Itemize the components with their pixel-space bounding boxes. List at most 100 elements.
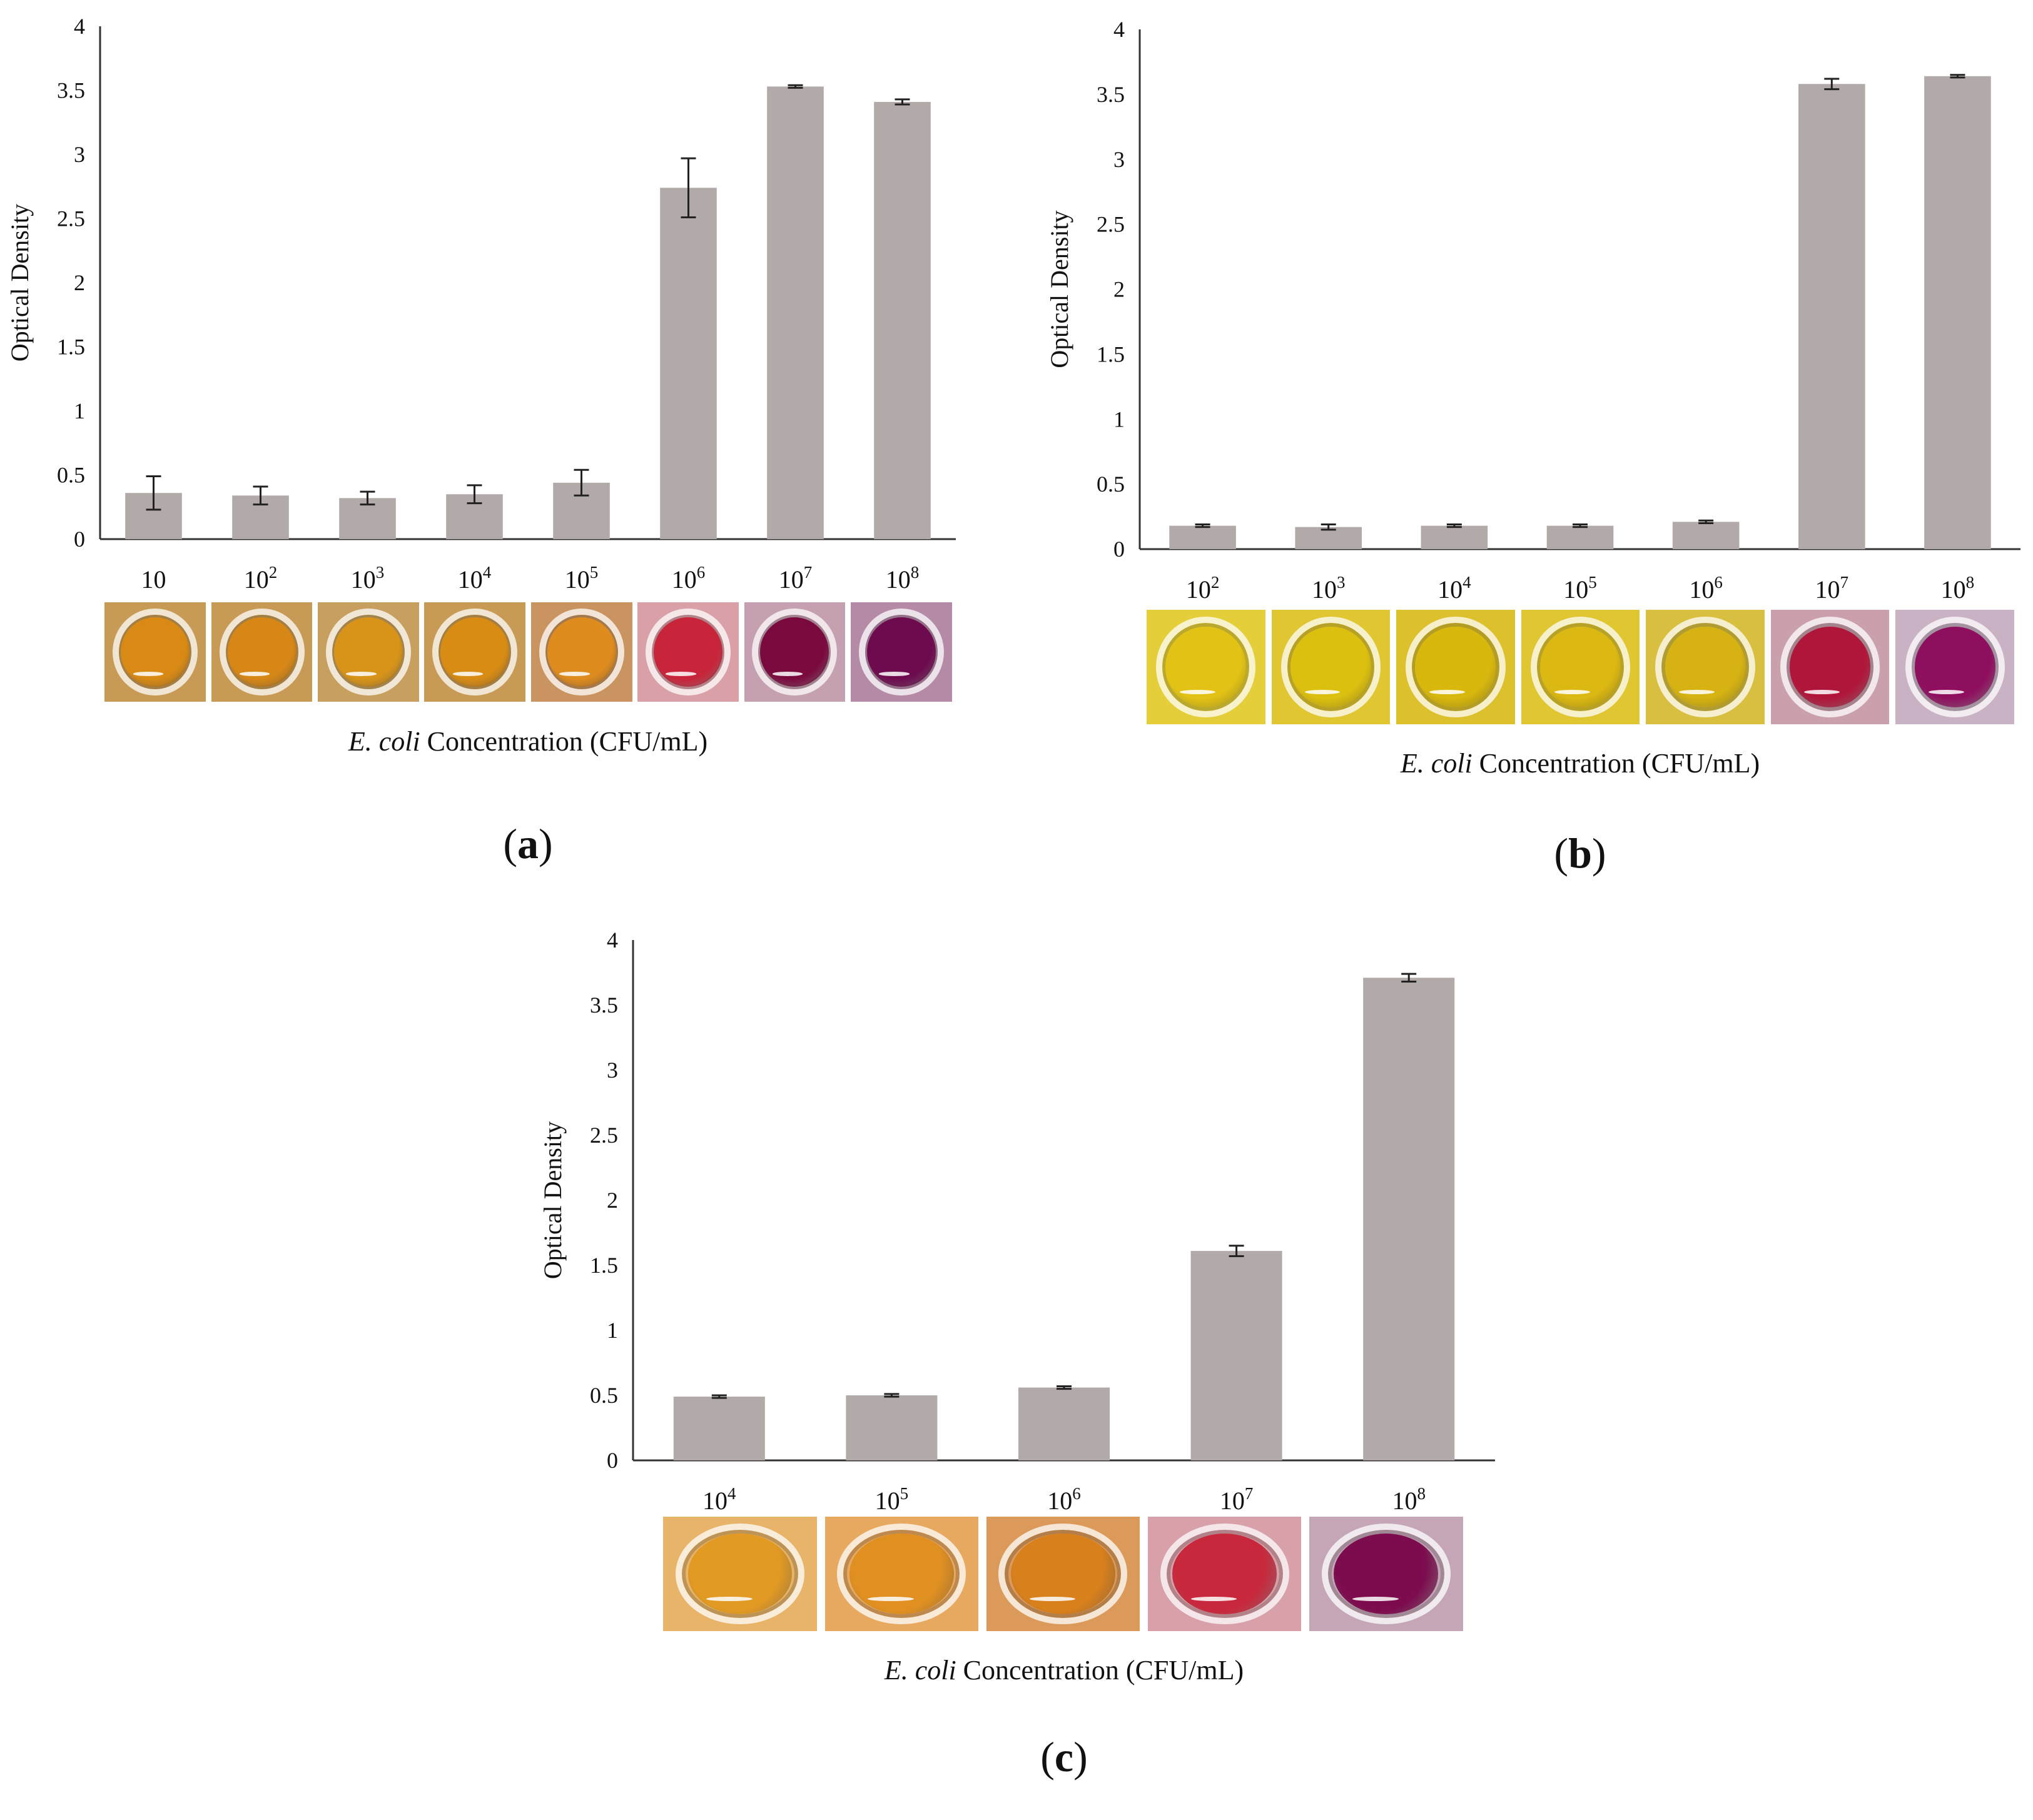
y-tick-label-a-6: 3 bbox=[74, 142, 85, 167]
x-tick-label-a-1: 102 bbox=[244, 563, 278, 594]
x-tick-label-a-2: 103 bbox=[351, 563, 385, 594]
bar-c-3 bbox=[1190, 1251, 1282, 1460]
x-tick-label-c-4: 108 bbox=[1392, 1484, 1426, 1515]
error-bar-a-2 bbox=[360, 490, 375, 506]
x-axis-label-a: E. coli Concentration (CFU/mL) bbox=[348, 726, 708, 757]
well-image-a-4 bbox=[530, 602, 632, 702]
y-tick-label-a-0: 0 bbox=[74, 527, 85, 552]
chart-svg-c: 0 0.5 1 1.5 2 2.5 3 3.5 4 Optical Density 104 105 10… bbox=[539, 928, 1495, 1515]
error-bar-c-2 bbox=[1057, 1385, 1072, 1390]
y-tick-label-c-4: 2 bbox=[607, 1188, 618, 1213]
x-tick-label-a-5: 106 bbox=[672, 563, 706, 594]
bar-b-5 bbox=[1798, 84, 1865, 549]
panel-label-a: (a) bbox=[503, 820, 553, 867]
y-tick-label-b-2: 1 bbox=[1113, 407, 1125, 432]
error-bar-b-6 bbox=[1950, 74, 1965, 79]
error-bar-a-7 bbox=[895, 98, 910, 106]
bar-c-2 bbox=[1018, 1387, 1110, 1460]
y-tick-label-b-5: 2.5 bbox=[1097, 212, 1125, 237]
y-tick-label-c-8: 4 bbox=[607, 928, 618, 953]
y-tick-label-a-7: 3.5 bbox=[57, 78, 85, 103]
error-bar-a-6 bbox=[788, 84, 803, 89]
y-axis-label-c: Optical Density bbox=[539, 1121, 567, 1279]
well-image-b-4 bbox=[1646, 610, 1765, 724]
bar-b-4 bbox=[1672, 522, 1740, 549]
x-tick-label-c-1: 105 bbox=[875, 1484, 909, 1515]
x-tick-label-a-4: 105 bbox=[565, 563, 599, 594]
panel-label-c: (c) bbox=[1040, 1733, 1088, 1781]
error-bar-a-4 bbox=[574, 468, 589, 497]
chart-panel-c: 0 0.5 1 1.5 2 2.5 3 3.5 4 Optical Density 104 105 10… bbox=[0, 907, 2033, 1820]
error-bar-c-0 bbox=[711, 1394, 727, 1399]
well-image-a-0 bbox=[104, 602, 206, 702]
x-tick-label-c-0: 104 bbox=[702, 1484, 736, 1515]
x-axis-label-c: E. coli Concentration (CFU/mL) bbox=[884, 1655, 1244, 1686]
bar-a-5 bbox=[660, 188, 717, 539]
error-bar-b-4 bbox=[1698, 519, 1714, 524]
well-image-b-1 bbox=[1271, 610, 1391, 724]
error-bar-b-0 bbox=[1195, 523, 1210, 528]
well-image-b-3 bbox=[1521, 610, 1640, 724]
error-bar-a-0 bbox=[146, 475, 161, 511]
error-bar-c-3 bbox=[1229, 1245, 1244, 1257]
well-image-a-1 bbox=[211, 602, 313, 702]
y-tick-label-c-2: 1 bbox=[607, 1318, 618, 1343]
y-tick-label-b-0: 0 bbox=[1113, 537, 1125, 562]
well-images-b bbox=[1143, 610, 2017, 724]
x-tick-label-b-3: 105 bbox=[1563, 573, 1597, 604]
y-tick-label-b-1: 0.5 bbox=[1097, 472, 1125, 497]
y-tick-label-a-2: 1 bbox=[74, 398, 85, 423]
well-image-b-6 bbox=[1895, 610, 2014, 724]
error-bar-b-5 bbox=[1824, 78, 1840, 91]
y-tick-label-b-3: 1.5 bbox=[1097, 341, 1125, 367]
y-tick-label-a-8: 4 bbox=[74, 14, 85, 39]
x-axis-label-b: E. coli Concentration (CFU/mL) bbox=[1400, 748, 1760, 779]
bar-c-1 bbox=[846, 1395, 938, 1460]
x-tick-label-a-3: 104 bbox=[458, 563, 492, 594]
well-image-a-3 bbox=[424, 602, 526, 702]
chart-panel-b: 0 0.5 1 1.5 2 2.5 3 3.5 4 Optical Density 102 103 10… bbox=[1032, 0, 2033, 888]
x-tick-label-c-3: 107 bbox=[1220, 1484, 1254, 1515]
x-tick-label-a-7: 108 bbox=[886, 563, 920, 594]
well-image-c-0 bbox=[663, 1517, 817, 1631]
well-image-c-1 bbox=[824, 1517, 978, 1631]
bar-b-0 bbox=[1169, 525, 1236, 549]
bar-b-2 bbox=[1421, 525, 1488, 549]
y-tick-label-c-5: 2.5 bbox=[590, 1123, 618, 1148]
bar-b-3 bbox=[1546, 525, 1614, 549]
y-tick-label-a-4: 2 bbox=[74, 270, 85, 295]
error-bar-b-3 bbox=[1573, 523, 1588, 528]
y-tick-label-a-1: 0.5 bbox=[57, 463, 85, 488]
bar-b-6 bbox=[1924, 76, 1991, 550]
well-image-a-2 bbox=[318, 602, 419, 702]
bar-a-7 bbox=[874, 101, 931, 539]
error-bar-b-1 bbox=[1321, 523, 1336, 531]
x-tick-label-c-2: 106 bbox=[1047, 1484, 1081, 1515]
y-axis-label-a: Optical Density bbox=[6, 204, 34, 361]
x-tick-label-b-6: 108 bbox=[1941, 573, 1975, 604]
y-tick-label-b-6: 3 bbox=[1113, 147, 1125, 172]
well-image-b-2 bbox=[1396, 610, 1515, 724]
well-images-a bbox=[102, 602, 955, 702]
x-tick-label-b-5: 107 bbox=[1815, 573, 1849, 604]
chart-panel-a: 0 0.5 1 1.5 2 2.5 3 3.5 4 Optical Density 10 102 103… bbox=[0, 0, 1001, 888]
x-tick-label-a-0: 10 bbox=[141, 565, 166, 594]
well-image-b-0 bbox=[1146, 610, 1265, 724]
y-tick-label-c-3: 1.5 bbox=[590, 1253, 618, 1278]
well-image-c-2 bbox=[986, 1517, 1140, 1631]
well-images-c bbox=[659, 1517, 1467, 1631]
y-tick-label-b-8: 4 bbox=[1113, 17, 1125, 42]
y-tick-label-a-5: 2.5 bbox=[57, 206, 85, 231]
y-tick-label-a-3: 1.5 bbox=[57, 335, 85, 360]
chart-svg-b: 0 0.5 1 1.5 2 2.5 3 3.5 4 Optical Density 102 103 10… bbox=[1045, 17, 2020, 604]
well-image-c-3 bbox=[1148, 1517, 1302, 1631]
well-image-c-4 bbox=[1309, 1517, 1463, 1631]
x-tick-label-b-1: 103 bbox=[1312, 573, 1346, 604]
error-bar-b-2 bbox=[1446, 523, 1462, 528]
x-tick-label-b-0: 102 bbox=[1186, 573, 1220, 604]
y-tick-label-b-4: 2 bbox=[1113, 277, 1125, 302]
well-image-a-5 bbox=[637, 602, 739, 702]
error-bar-a-3 bbox=[467, 484, 482, 505]
error-bar-a-1 bbox=[253, 485, 268, 506]
y-tick-label-c-1: 0.5 bbox=[590, 1383, 618, 1408]
